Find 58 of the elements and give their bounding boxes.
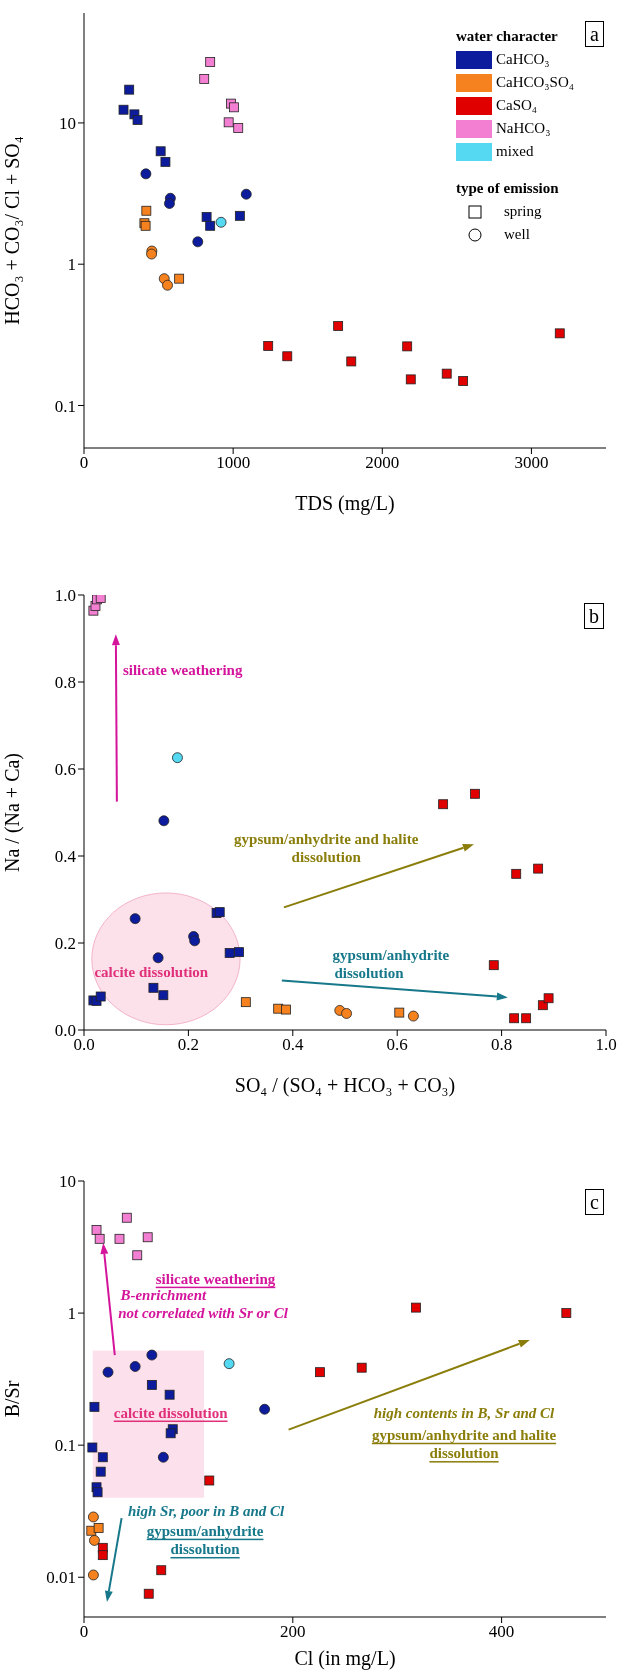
y-axis-title: Na / (Na + Ca) (1, 752, 25, 873)
y-tick-label: 0.1 (54, 1436, 76, 1456)
annotation: dissolution (429, 1445, 500, 1462)
x-tick-label: 0.6 (386, 1035, 408, 1055)
x-tick-label: 0 (79, 453, 89, 473)
legend-label: NaHCO₃ (496, 119, 551, 138)
y-tick-label: 10 (59, 113, 76, 133)
y-tick-label: 0.4 (54, 847, 77, 867)
x-tick-label: 1000 (216, 453, 251, 473)
y-axis-title: HCO₃ + CO₃/ Cl + SO₄ (1, 136, 24, 325)
x-axis-title: SO₄ / (SO₄ + HCO₃ + CO₃) (234, 1074, 456, 1097)
x-tick-label: 200 (280, 1622, 306, 1642)
y-tick-label: 0.01 (46, 1568, 76, 1588)
annotation: silicate weathering (122, 662, 243, 679)
legend-title: water character (456, 27, 559, 46)
y-tick-label: 0.0 (54, 1021, 76, 1041)
x-tick-label: 3000 (514, 453, 549, 473)
x-tick-label: 1.0 (595, 1035, 617, 1055)
y-tick-label: 0.8 (54, 673, 76, 693)
annotation: c (585, 1189, 604, 1215)
x-tick-label: 0.2 (177, 1035, 200, 1055)
annotation: gypsum/anhydrite and halite (234, 831, 419, 848)
y-tick-label: 0.1 (54, 396, 76, 416)
annotation: gypsum/anhydrite and halite (371, 1426, 557, 1443)
annotation: b (584, 603, 604, 629)
annotation: a (585, 21, 604, 47)
x-tick-label: 0 (79, 1622, 89, 1642)
x-tick-label: 400 (488, 1622, 515, 1642)
legend-label: mixed (496, 142, 534, 161)
annotation: gypsum/anhydrite (146, 1522, 264, 1539)
x-tick-label: 0.8 (490, 1035, 513, 1055)
annotation: high Sr, poor in B and Cl (127, 1503, 286, 1520)
annotation: high contents in B, Sr and Cl (373, 1405, 556, 1422)
annotation: dissolution (334, 964, 405, 981)
x-tick-label: 2000 (365, 453, 400, 473)
annotation: well (504, 225, 530, 244)
y-tick-label: 1 (67, 255, 76, 275)
annotation: silicate weathering (155, 1270, 276, 1287)
legend-label: CaHCO₃SO₄ (496, 73, 574, 92)
annotation: spring (504, 202, 542, 221)
annotation: dissolution (291, 849, 362, 866)
annotation: not correlated with Sr or Cl (118, 1305, 289, 1322)
y-tick-label: 1.0 (54, 586, 76, 606)
legend-label: CaSO₄ (496, 96, 538, 115)
y-tick-label: 0.6 (54, 760, 76, 780)
annotation: dissolution (170, 1540, 241, 1557)
y-tick-label: 10 (59, 1172, 76, 1192)
x-axis-title: Cl (in mg/L) (294, 1647, 396, 1670)
x-tick-label: 0.4 (282, 1035, 304, 1055)
legend-label: CaHCO₃ (496, 50, 550, 69)
annotation: type of emission (456, 179, 560, 198)
annotation: calcite dissolution (94, 964, 209, 981)
y-tick-label: 1 (67, 1304, 76, 1324)
annotation: calcite dissolution (113, 1404, 229, 1421)
y-axis-title: B/Sr (1, 1380, 24, 1418)
annotation: gypsum/anhydrite (332, 946, 450, 963)
x-axis-title: TDS (mg/L) (295, 492, 395, 515)
y-tick-label: 0.2 (54, 934, 76, 954)
